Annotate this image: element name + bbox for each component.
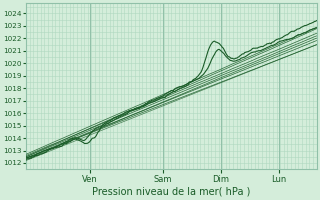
- X-axis label: Pression niveau de la mer( hPa ): Pression niveau de la mer( hPa ): [92, 187, 251, 197]
